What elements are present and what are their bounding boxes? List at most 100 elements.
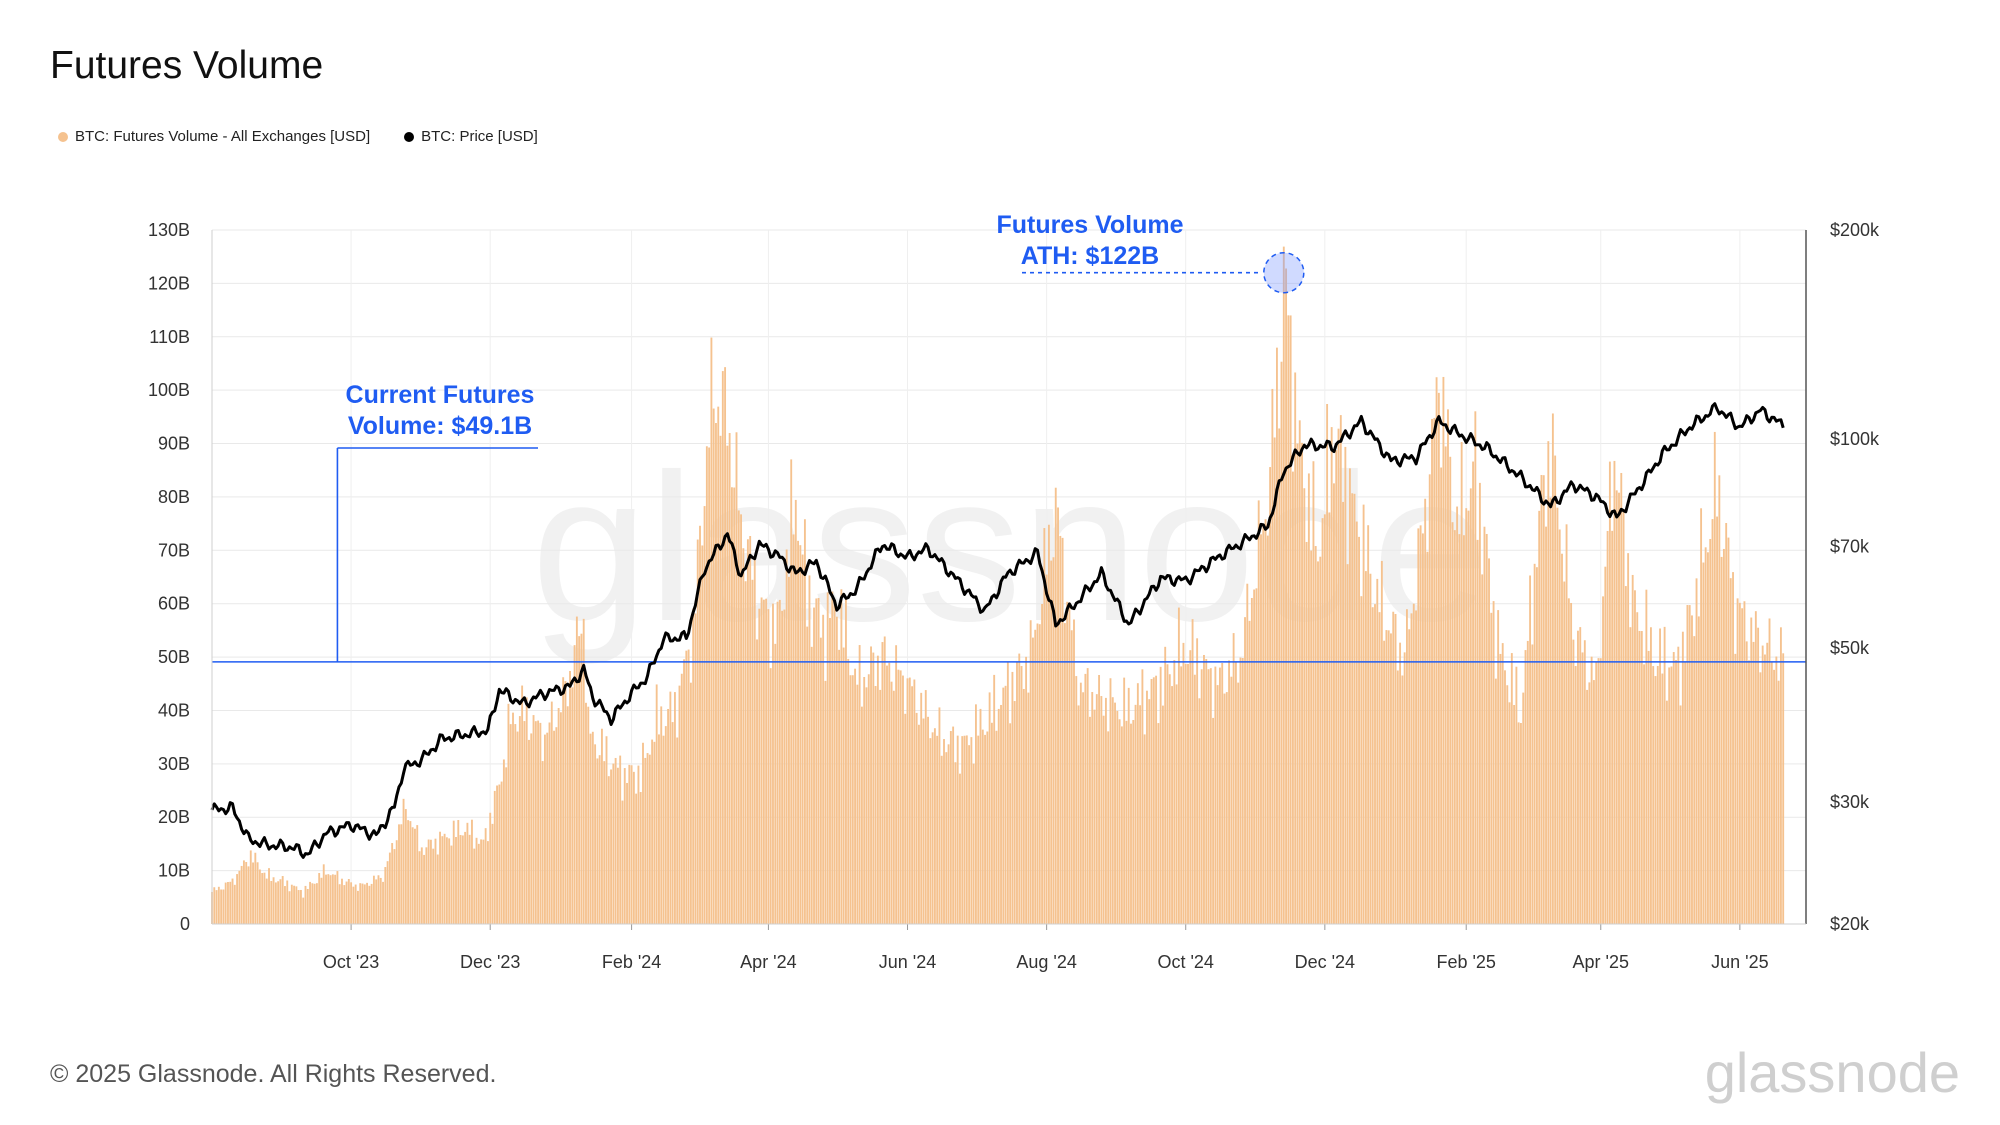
volume-bar [423,854,426,924]
volume-bar [683,659,685,924]
volume-bar [395,840,398,924]
volume-bar [263,872,266,924]
volume-bar [892,690,895,924]
volume-bar [1152,677,1155,924]
volume-bar [1529,575,1532,924]
volume-bar [452,820,455,924]
volume-bar [715,423,717,924]
annotations-layer: Current Futures Volume: $49.1B Futures Vol… [336,211,1305,662]
y-left-tick-label: 130B [148,220,190,240]
volume-bar [315,883,318,924]
volume-bar [997,708,1000,924]
legend-item-price[interactable]: BTC: Price [USD] [404,128,538,145]
y-right-tick-label: $70k [1830,536,1870,556]
volume-bar [352,886,355,924]
volume-bar [382,881,384,924]
volume-bar [735,432,738,924]
volume-bar [908,677,911,924]
volume-bar [751,579,754,924]
volume-bar [571,687,574,924]
volume-bar [872,652,875,924]
volume-bar [1608,461,1611,924]
volume-bar [411,827,414,924]
y-left-tick-label: 100B [148,380,190,400]
volume-bar [1542,475,1545,924]
volume-bar [1606,530,1609,924]
volume-bar [1346,564,1349,924]
volume-bar [1465,508,1468,924]
volume-bar [956,735,959,924]
volume-bar [1054,487,1057,924]
volume-bar [295,886,298,924]
volume-bar [922,718,925,924]
volume-bar [610,769,613,924]
volume-bar [249,850,252,924]
volume-bar [829,618,831,924]
volume-bar [213,887,216,924]
volume-bar [744,581,747,924]
volume-bar [776,601,779,924]
volume-bar [1250,597,1253,924]
volume-bar [384,867,387,924]
volume-bar [598,755,601,924]
volume-bar [655,684,658,924]
volume-bar [749,536,752,924]
x-tick-label: Oct '24 [1157,952,1213,972]
x-tick-label: Apr '25 [1573,952,1629,972]
volume-bar [1670,666,1673,924]
volume-bar [1782,653,1785,924]
volume-bar [550,701,553,924]
volume-bar [607,776,610,924]
volume-bar [1043,528,1046,924]
volume-bar [1371,607,1374,924]
volume-bar [1403,652,1406,924]
volume-bar [639,792,642,924]
volume-bar [854,668,857,924]
legend-item-futures-volume[interactable]: BTC: Futures Volume - All Exchanges [USD… [58,128,370,145]
volume-bar [938,707,941,924]
volume-bar [1314,546,1317,924]
volume-bar [669,691,672,924]
volume-bar [1481,574,1484,924]
volume-bar [671,722,674,924]
volume-bar [1029,620,1032,924]
legend-swatch-futures-volume [58,131,68,142]
volume-bar [354,884,357,924]
volume-bar [1649,627,1652,924]
volume-bar [1549,497,1552,924]
volume-bar [1066,601,1069,924]
volume-bar [1417,528,1420,924]
volume-bar [1164,646,1167,924]
volume-bar [694,613,697,924]
volume-bar [461,835,464,924]
volume-bar [1171,686,1173,924]
volume-bar [984,734,986,924]
volume-bar [1390,633,1392,924]
volume-bar [1540,474,1543,924]
volume-bar [1266,535,1269,924]
volume-bar [523,721,526,924]
volume-bar [929,738,932,924]
volume-bar [1219,667,1221,924]
volume-bar [626,782,628,924]
legend-label-price: BTC: Price [USD] [421,128,538,145]
volume-bar [1738,602,1741,924]
volume-bar [642,742,644,924]
volume-bar [1191,619,1194,924]
volume-bar [1205,658,1208,924]
volume-bar [350,882,353,924]
volume-bar [1620,472,1623,924]
volume-bar [865,687,868,924]
volume-bar [1634,590,1636,924]
y-left-tick-label: 110B [149,327,190,347]
volume-bar [972,763,975,924]
volume-bar [917,724,920,924]
volume-bar [493,790,496,924]
volume-bar [1387,630,1390,924]
volume-bar [1533,563,1536,924]
volume-bar [1047,524,1050,924]
volume-bar [1442,376,1445,925]
volume-bar [874,686,877,924]
volume-bar [1456,506,1459,924]
volume-bar [1159,666,1162,924]
